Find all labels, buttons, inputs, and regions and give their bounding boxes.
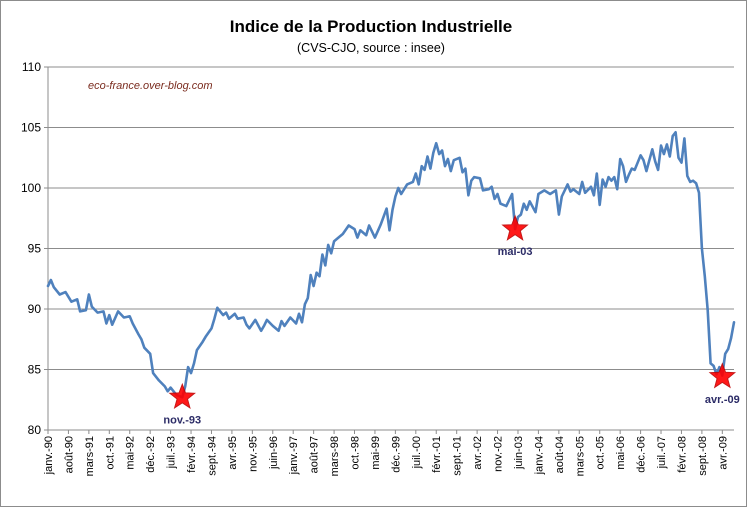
x-tick-label: mars-05 <box>574 436 586 476</box>
x-tick-label: janv.-04 <box>533 436 545 475</box>
x-tick-label: janv.-90 <box>43 436 55 475</box>
x-tick-label: juil.-00 <box>411 436 423 469</box>
x-tick-label: avr.-02 <box>472 436 484 470</box>
annotation-label: mai-03 <box>498 246 533 258</box>
x-tick-label: nov.-02 <box>493 436 505 472</box>
y-tick-label: 90 <box>28 302 42 316</box>
grid-lines <box>48 66 734 431</box>
x-tick-label: mars-91 <box>84 436 96 476</box>
chart-subtitle: (CVS-CJO, source : insee) <box>297 41 445 55</box>
x-tick-label: sept.-08 <box>697 436 709 476</box>
x-tick-label: févr.-01 <box>431 436 443 473</box>
x-tick-label: févr.-94 <box>186 436 198 473</box>
x-tick-label: oct.-91 <box>104 436 116 470</box>
x-tick-label: mai-92 <box>125 436 137 470</box>
y-tick-label: 110 <box>22 60 41 74</box>
x-tick-label: août-97 <box>309 436 321 473</box>
star-marker <box>168 382 196 409</box>
x-tick-label: juil.-93 <box>166 436 178 469</box>
x-tick-label: juil.-07 <box>656 436 668 469</box>
x-tick-label: avr.-09 <box>717 436 729 470</box>
x-tick-label: déc.-06 <box>636 436 648 473</box>
x-tick-label: avr.-95 <box>227 436 239 470</box>
x-tick-label: mai-06 <box>615 436 627 470</box>
annotations: nov.-93 mai-03 avr.-09 <box>163 214 740 426</box>
x-tick-label: févr.-08 <box>676 436 688 473</box>
x-tick-label: juin-03 <box>513 436 525 470</box>
y-tick-label: 105 <box>21 121 41 135</box>
x-tick-label: oct.-98 <box>350 436 362 470</box>
x-tick-label: août-04 <box>554 436 566 473</box>
x-tick-label: mars-98 <box>329 436 341 476</box>
y-tick-label: 100 <box>21 181 41 195</box>
y-tick-label: 85 <box>28 363 42 377</box>
star-marker <box>501 214 529 241</box>
x-tick-label: août-90 <box>63 436 75 473</box>
x-tick-label: déc.-99 <box>390 436 402 473</box>
series-line <box>46 131 736 399</box>
watermark-text: eco-france.over-blog.com <box>88 80 213 92</box>
y-tick-label: 80 <box>28 423 42 437</box>
y-axis: 80 85 90 95 100 105 110 <box>21 60 49 437</box>
x-tick-label: janv.-97 <box>288 436 300 475</box>
annotation-label: nov.-93 <box>163 414 201 426</box>
y-tick-label: 95 <box>28 242 42 256</box>
x-axis: janv.-90 août-90 mars-91 oct.-91 mai-92 déc.-… <box>43 429 734 476</box>
chart-title: Indice de la Production Industrielle <box>230 17 512 36</box>
star-marker <box>708 362 737 389</box>
x-tick-label: déc.-92 <box>145 436 157 473</box>
x-tick-label: mai-99 <box>370 436 382 470</box>
x-tick-label: nov.-95 <box>247 436 259 472</box>
x-tick-label: sept.-94 <box>206 436 218 476</box>
annotation-label: avr.-09 <box>705 394 740 406</box>
x-tick-label: juin-96 <box>268 436 280 470</box>
x-tick-label: oct.-05 <box>595 436 607 470</box>
x-tick-label: sept.-01 <box>452 436 464 476</box>
